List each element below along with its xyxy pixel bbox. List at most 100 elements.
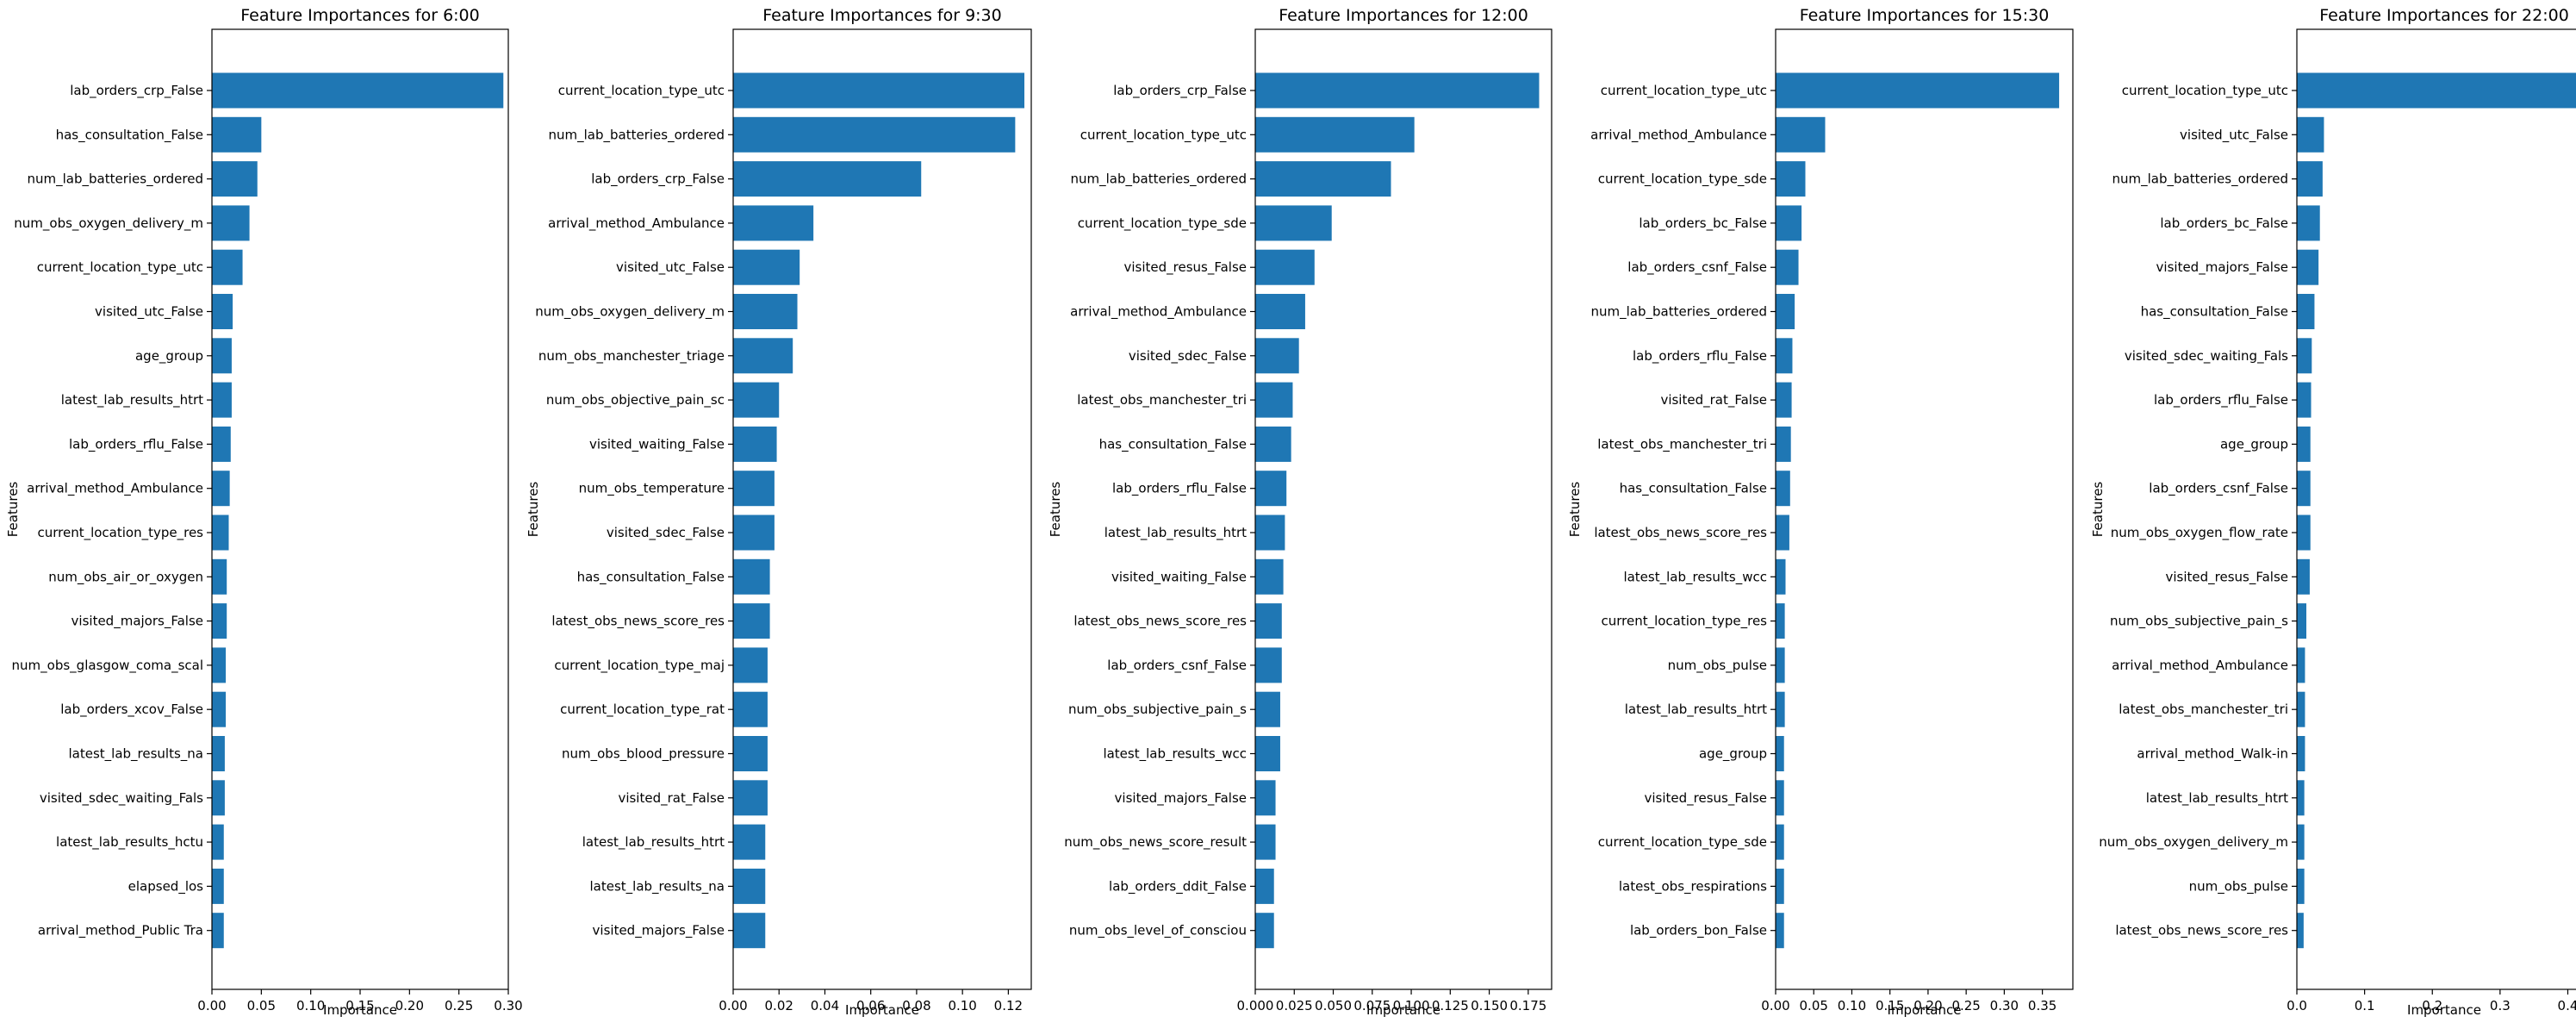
ytick-label: visited_majors_False [1115,790,1247,807]
ytick-label: latest_obs_manchester_tri [1077,392,1247,408]
ytick-label: num_obs_subjective_pain_s [1068,702,1247,718]
bar-1-11 [212,514,229,551]
xtick-label: 0.12 [994,998,1023,1013]
y-axis-label: Features [2090,482,2106,538]
ytick-label: arrival_method_Ambulance [548,215,725,232]
xtick-label: 0.0 [2287,998,2307,1013]
ytick-label: current_location_type_rat [560,702,725,718]
ytick-label: visited_waiting_False [1111,569,1247,585]
xtick-label: 0.00 [1761,998,1789,1013]
bar-5-1 [2297,72,2576,109]
ytick-label: has_consultation_False [1099,436,1247,452]
bar-3-7 [1255,338,1299,374]
bar-5-10 [2297,471,2311,507]
bar-3-14 [1255,647,1282,683]
ytick-label: visited_resus_False [1644,790,1767,807]
ytick-label: num_lab_batteries_ordered [1590,304,1767,321]
x-axis-label: Importance [1366,1002,1440,1018]
ytick-label: current_location_type_utc [558,83,725,99]
ytick-label: lab_orders_crp_False [591,172,725,188]
ytick-label: num_obs_subjective_pain_s [2110,614,2288,630]
bar-3-18 [1255,824,1276,860]
ytick-label: visited_sdec_False [607,525,725,541]
xtick-label: 0.025 [1276,998,1313,1013]
ytick-label: lab_orders_csnf_False [1627,259,1767,276]
ytick-label: num_obs_objective_pain_sc [546,392,725,408]
chart-title: Feature Importances for 22:00 [2319,6,2569,25]
axes-frame [1254,28,1552,990]
xtick-label: 0.00 [197,998,226,1013]
axes-frame [2296,28,2576,990]
xtick-label: 0.20 [395,998,424,1013]
ytick-label: visited_rat_False [618,790,725,807]
bar-1-13 [212,603,227,639]
bar-1-6 [212,294,233,329]
bar-5-14 [2297,647,2305,683]
bar-4-9 [1776,426,1791,462]
ytick-label: latest_obs_manchester_tri [2119,702,2288,718]
bar-2-9 [733,426,777,462]
ytick-label: elapsed_los [128,878,204,895]
bar-1-19 [212,868,224,904]
ytick-label: visited_majors_False [2156,259,2288,276]
ytick-label: latest_lab_results_na [590,878,725,895]
bar-4-1 [1776,72,2060,109]
xtick-label: 0.10 [1838,998,1866,1013]
bar-1-18 [212,824,224,860]
ytick-label: lab_orders_bon_False [1630,923,1767,939]
bar-4-14 [1776,647,1785,683]
bar-1-14 [212,647,227,683]
ytick-label: num_obs_oxygen_delivery_m [14,215,203,232]
bar-5-19 [2297,868,2305,904]
xtick-label: 0.075 [1353,998,1391,1013]
bar-3-2 [1255,116,1415,153]
ytick-label: num_obs_air_or_oxygen [48,569,203,585]
bar-5-11 [2297,514,2311,551]
axes-frame [211,28,509,990]
bar-5-17 [2297,780,2305,816]
bar-4-15 [1776,691,1785,727]
bar-5-18 [2297,824,2305,860]
y-axis-label: Features [1567,482,1583,538]
bar-1-3 [212,161,258,197]
ytick-label: visited_sdec_False [1129,348,1247,365]
bar-2-11 [733,514,775,551]
ytick-label: latest_lab_results_htrt [61,392,203,408]
bar-2-10 [733,471,775,507]
ytick-label: num_obs_oxygen_flow_rate [2111,525,2288,541]
bar-2-4 [733,205,814,241]
ytick-label: latest_obs_news_score_res [551,614,725,630]
bar-2-18 [733,824,766,860]
ytick-label: visited_sdec_waiting_Fals [2125,348,2288,365]
bar-1-17 [212,780,225,816]
chart-title: Feature Importances for 15:30 [1800,6,2050,25]
bar-2-5 [733,249,800,285]
ytick-label: latest_obs_news_score_res [1594,525,1767,541]
bar-3-16 [1255,736,1280,771]
chart-panel-1: lab_orders_crp_False has_consultation_Fal… [5,6,523,1018]
bar-5-7 [2297,338,2312,374]
ytick-label: visited_waiting_False [589,436,725,452]
bar-1-2 [212,116,262,153]
ytick-label: num_obs_oxygen_delivery_m [2099,834,2288,851]
ytick-label: num_obs_manchester_triage [538,348,725,365]
bar-4-10 [1776,471,1790,507]
ytick-label: num_obs_oxygen_delivery_m [535,304,725,321]
ytick-label: latest_obs_news_score_res [1073,614,1247,630]
ytick-label: num_lab_batteries_ordered [548,127,725,143]
ytick-label: current_location_type_utc [1080,127,1247,143]
bar-4-2 [1776,116,1826,153]
xtick-label: 0.100 [1393,998,1430,1013]
ytick-label: latest_lab_results_wcc [1103,746,1247,763]
xtick-label: 0.15 [345,998,374,1013]
bar-2-19 [733,868,766,904]
bar-3-4 [1255,205,1332,241]
bar-5-5 [2297,249,2319,285]
ytick-label: visited_utc_False [2180,127,2288,143]
ytick-label: visited_utc_False [95,304,203,321]
bar-4-4 [1776,205,1802,241]
bar-3-19 [1255,868,1274,904]
bar-4-19 [1776,868,1784,904]
xtick-label: 0.00 [719,998,747,1013]
xtick-label: 0.05 [247,998,276,1013]
